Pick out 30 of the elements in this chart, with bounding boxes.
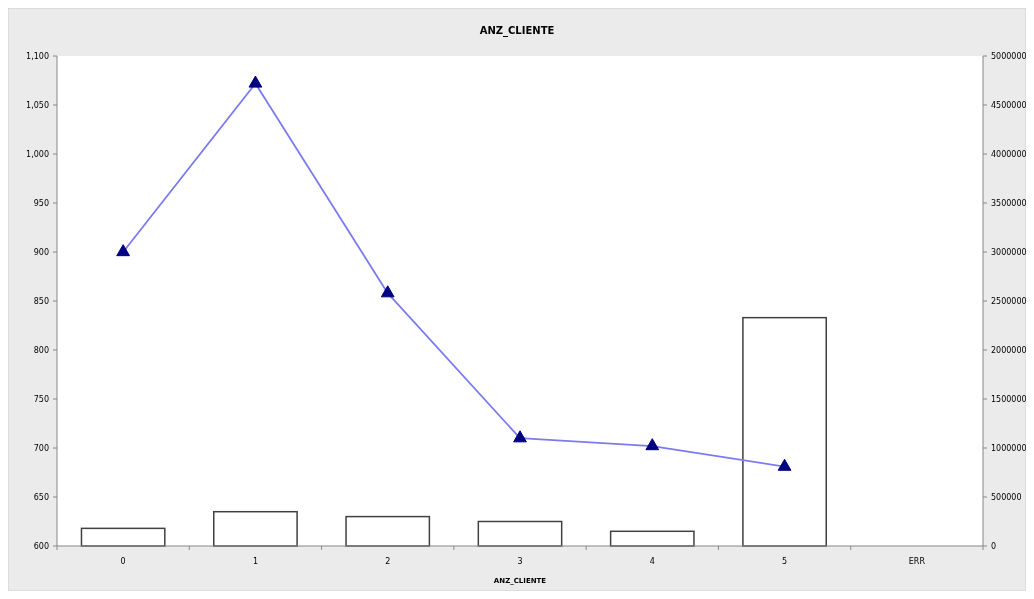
y2-tick-label: 4000000: [991, 149, 1027, 159]
y-tick-label: 800: [33, 345, 49, 355]
y2-tick-label: 5000000: [991, 51, 1027, 61]
y2-tick-label: 3500000: [991, 198, 1027, 208]
y2-tick-label: 2500000: [991, 296, 1027, 306]
y-tick-label: 1,000: [26, 149, 49, 159]
y-tick-label: 750: [33, 394, 49, 404]
y-tick-label: 650: [33, 492, 49, 502]
x-tick-label: 3: [517, 557, 523, 566]
y2-tick-label: 0: [991, 541, 997, 551]
x-tick-label: 0: [120, 557, 126, 566]
y-tick-label: 900: [33, 247, 49, 257]
x-tick-label: 2: [385, 557, 391, 566]
y2-tick-label: 2000000: [991, 345, 1027, 355]
y2-tick-label: 500000: [991, 492, 1022, 502]
y-tick-label: 1,100: [26, 51, 49, 61]
y-tick-label: 1,050: [26, 100, 49, 110]
y-tick-label: 600: [33, 541, 49, 551]
x-tick-label: 4: [649, 557, 655, 566]
y-tick-label: 850: [33, 296, 49, 306]
y2-tick-label: 1500000: [991, 394, 1027, 404]
chart-title: ANZ_CLIENTE: [479, 25, 555, 37]
x-tick-label: 5: [782, 557, 788, 566]
y2-tick-label: 1000000: [991, 443, 1027, 453]
y-tick-label: 700: [33, 443, 49, 453]
y-tick-label: 950: [33, 198, 49, 208]
x-tick-label: 1: [252, 557, 258, 566]
x-tick-label: ERR: [908, 557, 926, 566]
y2-tick-label: 3000000: [991, 247, 1027, 257]
y2-tick-label: 4500000: [991, 100, 1027, 110]
